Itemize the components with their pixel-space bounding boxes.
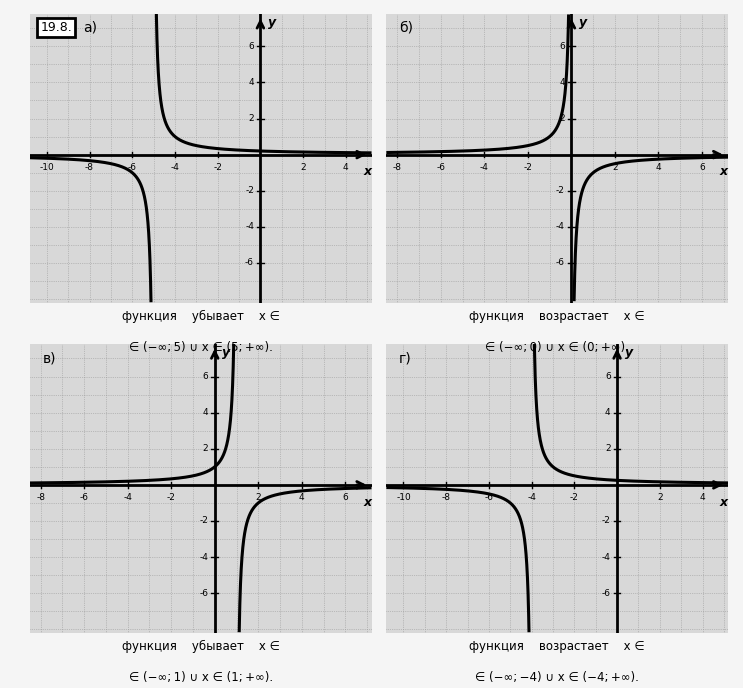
Text: y: y	[579, 16, 587, 29]
Text: -4: -4	[199, 552, 208, 561]
Text: 19.8.: 19.8.	[40, 21, 72, 34]
Text: -6: -6	[436, 163, 445, 172]
Text: -6: -6	[128, 163, 137, 172]
Text: y: y	[268, 16, 276, 29]
Text: y: y	[222, 346, 230, 359]
Text: 4: 4	[203, 408, 208, 417]
Text: 4: 4	[299, 493, 305, 502]
Text: 2: 2	[203, 444, 208, 453]
Text: -8: -8	[36, 493, 45, 502]
Text: 4: 4	[655, 163, 661, 172]
Text: в): в)	[43, 352, 56, 365]
Text: -8: -8	[393, 163, 402, 172]
Text: 4: 4	[605, 408, 611, 417]
Text: ∈ (−∞; −4) ∪ x ∈ (−4; +∞).: ∈ (−∞; −4) ∪ x ∈ (−4; +∞).	[476, 671, 639, 684]
Text: функция    убывает    x ∈: функция убывает x ∈	[122, 310, 279, 323]
Text: -2: -2	[245, 186, 254, 195]
Text: б): б)	[400, 21, 413, 35]
Text: функция    возрастает    x ∈: функция возрастает x ∈	[470, 640, 645, 653]
Text: -2: -2	[602, 517, 611, 526]
Text: -6: -6	[245, 259, 254, 268]
Text: x: x	[720, 165, 728, 178]
Text: 4: 4	[700, 493, 705, 502]
Text: -4: -4	[123, 493, 132, 502]
Text: -8: -8	[85, 163, 94, 172]
Text: y: y	[625, 346, 632, 359]
Text: -6: -6	[199, 589, 208, 598]
Text: 4: 4	[559, 78, 565, 87]
Text: -2: -2	[166, 493, 175, 502]
Text: -2: -2	[570, 493, 579, 502]
Text: -4: -4	[171, 163, 179, 172]
Text: функция    возрастает    x ∈: функция возрастает x ∈	[470, 310, 645, 323]
Text: -4: -4	[528, 493, 536, 502]
Text: x: x	[720, 495, 728, 508]
Text: 2: 2	[300, 163, 306, 172]
Text: 6: 6	[248, 42, 254, 51]
Text: -6: -6	[484, 493, 493, 502]
Text: 6: 6	[203, 372, 208, 381]
Text: 4: 4	[248, 78, 254, 87]
Text: ∈ (−∞; 0) ∪ x ∈ (0; +∞).: ∈ (−∞; 0) ∪ x ∈ (0; +∞).	[485, 341, 629, 354]
Text: -10: -10	[396, 493, 411, 502]
Text: функция    убывает    x ∈: функция убывает x ∈	[122, 640, 279, 653]
Text: 2: 2	[612, 163, 617, 172]
Text: 6: 6	[559, 42, 565, 51]
Text: 2: 2	[559, 114, 565, 123]
Text: -6: -6	[80, 493, 88, 502]
Text: x: x	[363, 165, 372, 178]
Text: -2: -2	[556, 186, 565, 195]
Text: -4: -4	[480, 163, 489, 172]
Text: г): г)	[399, 352, 412, 365]
Text: 6: 6	[605, 372, 611, 381]
Text: 2: 2	[605, 444, 611, 453]
Text: -10: -10	[39, 163, 54, 172]
Text: 2: 2	[256, 493, 261, 502]
Text: 2: 2	[248, 114, 254, 123]
Text: -6: -6	[602, 589, 611, 598]
Text: 2: 2	[657, 493, 663, 502]
Text: -2: -2	[523, 163, 532, 172]
Text: -2: -2	[213, 163, 222, 172]
Text: -4: -4	[245, 222, 254, 231]
Text: ∈ (−∞; 1) ∪ x ∈ (1; +∞).: ∈ (−∞; 1) ∪ x ∈ (1; +∞).	[129, 671, 273, 684]
Text: -6: -6	[556, 259, 565, 268]
Text: 6: 6	[343, 493, 348, 502]
Text: ∈ (−∞; 5) ∪ x ∈ (5; +∞).: ∈ (−∞; 5) ∪ x ∈ (5; +∞).	[129, 341, 273, 354]
Text: -4: -4	[556, 222, 565, 231]
Text: -4: -4	[602, 552, 611, 561]
Text: а): а)	[83, 21, 97, 35]
Text: -2: -2	[199, 517, 208, 526]
Text: 6: 6	[699, 163, 705, 172]
Text: 4: 4	[343, 163, 348, 172]
Text: x: x	[363, 495, 372, 508]
Text: -8: -8	[441, 493, 451, 502]
